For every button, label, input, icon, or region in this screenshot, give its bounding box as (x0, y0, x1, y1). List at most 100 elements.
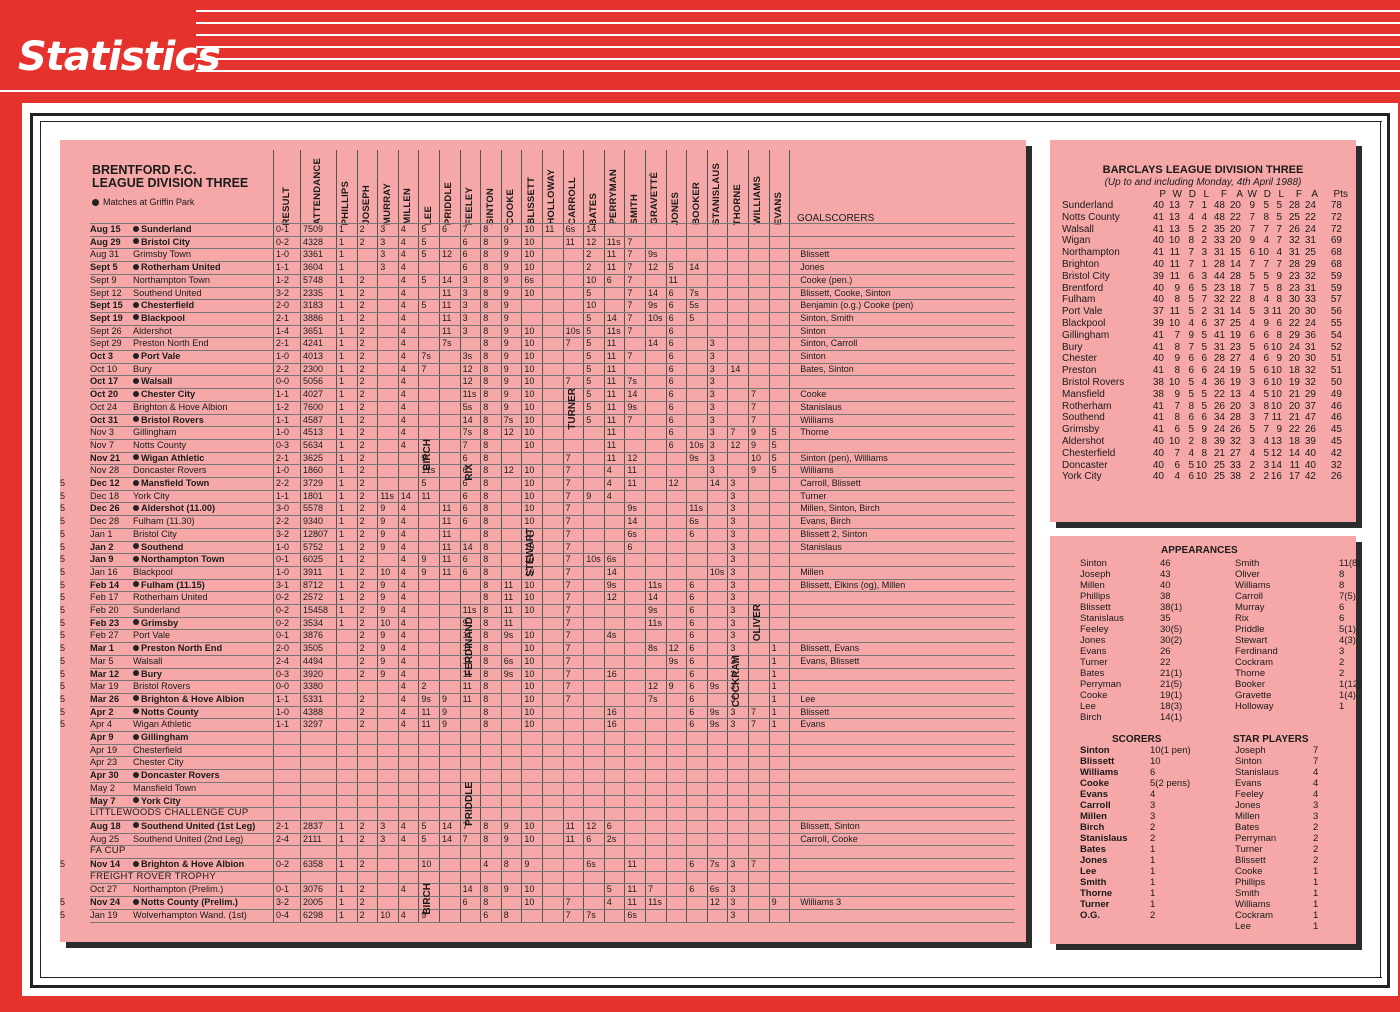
player-value: 5(1) (1339, 624, 1356, 635)
player-shirt-number: 11 (462, 693, 472, 704)
player-shirt-number: 7s (503, 414, 514, 425)
list-item: Ferdinand 3 (1235, 646, 1345, 657)
league-table-title: BARCLAYS LEAGUE DIVISION THREE (1102, 164, 1304, 176)
team-stat: 23 (1288, 282, 1300, 294)
player-shirt-number: 12 (648, 262, 659, 273)
player-shirt-number: 6 (689, 592, 695, 603)
player-shirt-number: 10 (524, 820, 535, 831)
player-shirt-number: 5 (421, 249, 427, 260)
team-stat: 26 (1229, 424, 1241, 436)
player-shirt-number: 6 (462, 554, 468, 565)
fixture-goalscorers: Sinton, Smith (800, 312, 854, 323)
player-shirt-number: 1 (339, 452, 345, 463)
player-shirt-number: 9 (751, 427, 757, 438)
competition-heading: FREIGHT ROVER TROPHY (90, 870, 216, 882)
player-name: Cooke (1080, 690, 1108, 701)
list-item: Cooke 19(1) (1080, 690, 1210, 701)
player-shirt-number: 10 (524, 681, 535, 692)
player-shirt-number: 3 (730, 478, 736, 488)
team-stat: 14 (1270, 459, 1282, 471)
player-name: Millen (1235, 811, 1260, 822)
grid-row-line (90, 667, 1015, 669)
player-shirt-number: 9 (380, 579, 386, 590)
player-shirt-number: 7 (730, 427, 736, 438)
grid-row-line (90, 591, 1015, 593)
player-name: Holloway (1235, 701, 1274, 712)
team-stat: 7 (1188, 259, 1194, 270)
fixture-attendance: 3297 (303, 719, 324, 730)
player-value: 1(4) (1339, 690, 1356, 701)
home-marker-icon (133, 733, 139, 740)
fixture-date: Apr 4 (90, 719, 112, 730)
home-marker-icon (133, 619, 139, 626)
team-stat: 22 (1213, 388, 1225, 400)
player-shirt-number: 6 (689, 605, 695, 615)
player-value: 4 (1313, 767, 1319, 778)
team-stat: 48 (1213, 200, 1225, 211)
league-table-col-header: F (1295, 189, 1302, 200)
team-stat: 11 (1169, 247, 1180, 259)
player-shirt-number: 11s (462, 389, 477, 400)
player-shirt-number: 6 (462, 249, 468, 260)
team-name: Fulham (1062, 294, 1096, 306)
fixture-goalscorers: Cooke (800, 389, 827, 400)
player-shirt-number: 9s (709, 706, 720, 717)
player-shirt-number: 9 (503, 262, 509, 273)
team-stat: 6 (1188, 412, 1194, 424)
team-stat: 37 (1304, 400, 1316, 412)
player-shirt-number: 8 (483, 579, 489, 590)
fixture-date: Oct 27 (90, 884, 118, 895)
player-shirt-number: 6 (689, 617, 695, 628)
team-stat: 26 (1288, 223, 1300, 235)
player-shirt-number: 10 (524, 579, 535, 590)
player-value: 2 (1339, 668, 1345, 679)
home-marker-icon (133, 225, 139, 232)
player-shirt-number: 6s (606, 554, 617, 565)
team-stat: 30 (1288, 294, 1300, 306)
grid-row-line (90, 286, 1015, 288)
team-name: Northampton (1062, 247, 1120, 259)
fixture-opponent: Northampton Town (133, 553, 225, 566)
team-stat: 8 (1263, 211, 1269, 223)
player-name: Evans (1080, 646, 1107, 657)
player-value: 1 (1150, 844, 1156, 855)
player-shirt-number: 10 (586, 300, 597, 311)
list-item: Jones 3 (1235, 800, 1345, 811)
player-shirt-number: 9s (648, 249, 658, 260)
player-shirt-number: 3 (462, 312, 468, 323)
player-name: Jones (1080, 855, 1108, 866)
player-name: Phillips (1080, 591, 1111, 602)
player-shirt-number: 3 (730, 643, 736, 654)
fixture-opponent: Chesterfield (133, 299, 194, 312)
fixture-attendance: 8712 (303, 579, 324, 590)
player-shirt-number: 4 (606, 897, 612, 908)
fixture-opponent: Chester City (133, 757, 184, 768)
fixture-opponent: Brighton & Hove Albion (133, 858, 244, 871)
player-shirt-number: 3 (730, 897, 736, 908)
team-stat: 6 (1174, 424, 1180, 436)
team-stat: 33 (1304, 294, 1316, 306)
player-shirt-number: 5 (60, 897, 66, 908)
player-name: Feeley (1235, 789, 1264, 800)
grid-row-line (90, 311, 1015, 313)
player-shirt-number: 5 (60, 909, 66, 920)
player-shirt-number: 4 (400, 541, 406, 552)
fixture-attendance: 2572 (303, 592, 324, 603)
team-stat: 8 (1276, 294, 1282, 306)
grid-row-line (90, 337, 1015, 339)
team-stat: 4 (1174, 471, 1180, 483)
player-value: 40 (1160, 580, 1171, 591)
player-shirt-number: 8 (483, 338, 489, 349)
home-note: Matches at Griffin Park (92, 197, 194, 207)
team-stat: 56 (1330, 306, 1342, 318)
player-shirt-number: 9 (380, 528, 386, 539)
fixture-attendance: 15458 (303, 605, 329, 615)
player-shirt-number: 12 (442, 249, 453, 260)
scorers-list: Sinton 10(1 pen) Blissett 10 Williams 6 Cooke 5… (1080, 745, 1210, 921)
player-shirt-number: 9s (709, 681, 720, 692)
grid-row-line (90, 807, 1015, 809)
player-name: Booker (1235, 679, 1266, 690)
player-shirt-number: 9 (751, 439, 757, 450)
list-item: Williams 6 (1080, 767, 1210, 778)
player-shirt-number: 9 (503, 312, 509, 323)
